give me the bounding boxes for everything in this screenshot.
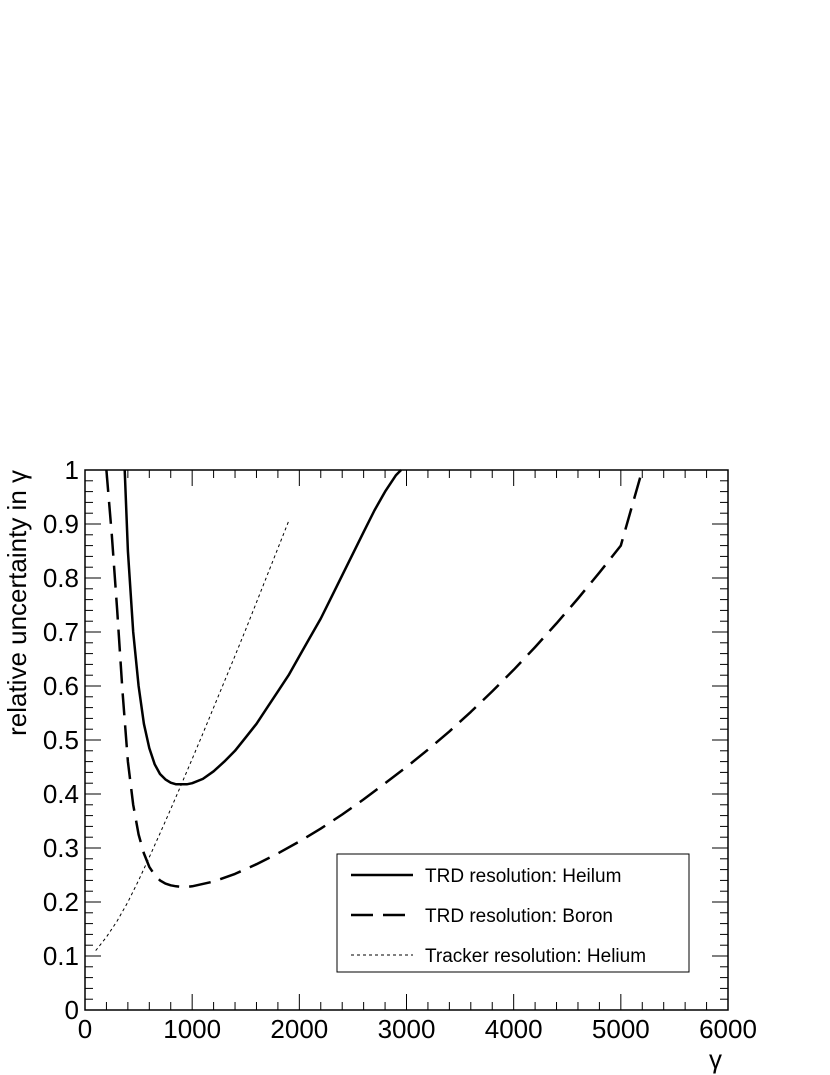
- y-tick-label: 0.5: [43, 725, 79, 755]
- legend-box: [336, 853, 690, 973]
- plot-series: [95, 469, 644, 951]
- legend-label-3: Tracker resolution: Helium: [425, 946, 646, 967]
- legend-label-2: TRD resolution: Boron: [425, 906, 613, 927]
- y-tick-label: 0.3: [43, 833, 79, 863]
- tick-labels: 0 1000 2000 3000 4000 5000 6000 0 0.1 0.2 0.3 0.4 0.…: [43, 455, 757, 1044]
- x-tick-label: 2000: [270, 1014, 328, 1044]
- y-tick-label: 0.7: [43, 617, 79, 647]
- x-axis-title: γ: [709, 1044, 722, 1074]
- x-tick-label: 3000: [378, 1014, 436, 1044]
- x-tick-label: 4000: [485, 1014, 543, 1044]
- series-line-1: [123, 469, 402, 786]
- plot-frame: [84, 469, 729, 1011]
- y-axis-title: relative uncertainty in γ: [2, 470, 32, 736]
- y-tick-label: 0.8: [43, 563, 79, 593]
- legend-label-1: TRD resolution: Heilum: [425, 866, 621, 887]
- y-tick-label: 0.2: [43, 887, 79, 917]
- x-tick-label: 0: [78, 1014, 92, 1044]
- x-tick-label: 1000: [163, 1014, 221, 1044]
- legend: TRD resolution: Heilum TRD resolution: Bo…: [336, 853, 690, 973]
- axis-ticks: [84, 469, 729, 1011]
- y-tick-label: 0.9: [43, 509, 79, 539]
- y-tick-label: 0.4: [43, 779, 79, 809]
- y-tick-label: 0.6: [43, 671, 79, 701]
- series-line-2: [105, 469, 644, 889]
- series-line-3: [95, 521, 290, 951]
- x-tick-label: 6000: [699, 1014, 757, 1044]
- x-tick-label: 5000: [592, 1014, 650, 1044]
- y-tick-label: 0.1: [43, 941, 79, 971]
- y-tick-label: 1: [65, 455, 79, 485]
- y-tick-label: 0: [65, 995, 79, 1025]
